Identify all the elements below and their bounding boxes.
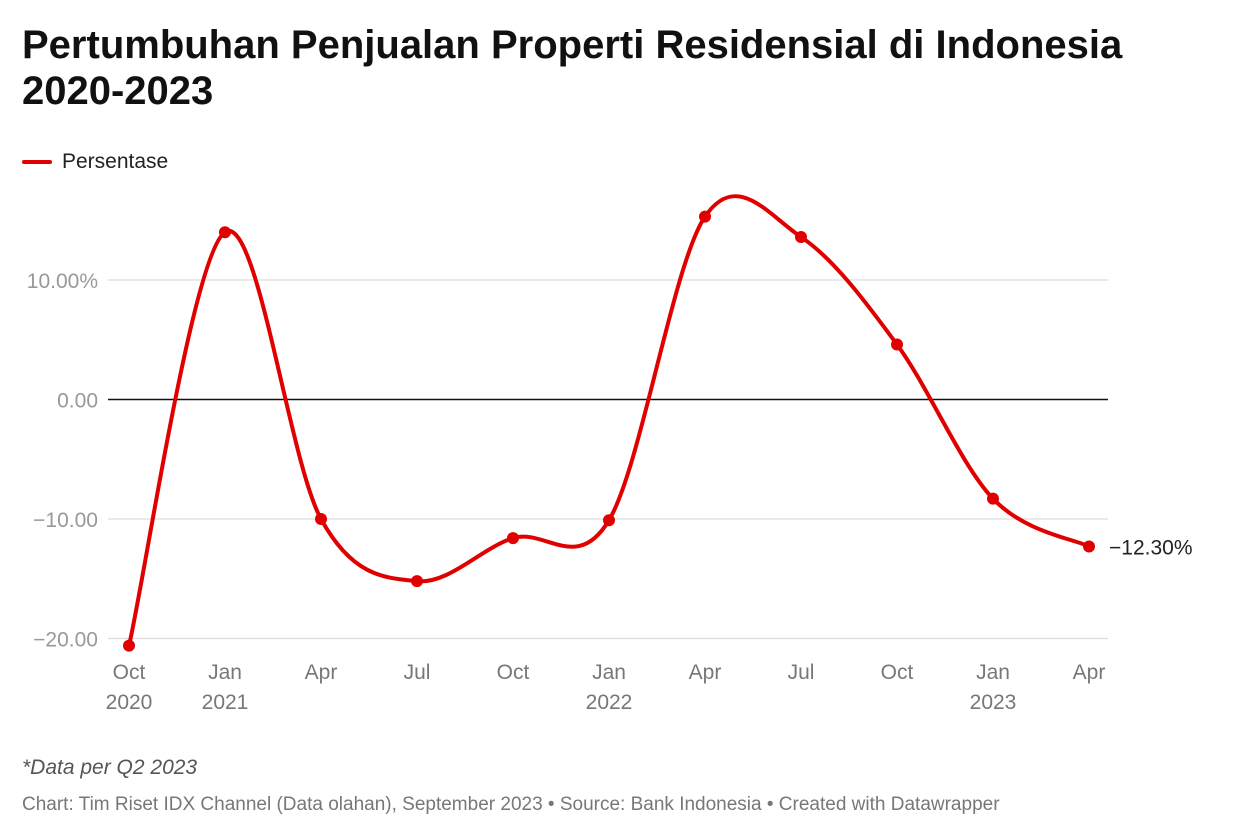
x-tick-year-label: 2021 bbox=[202, 691, 249, 714]
x-tick-label: Jan bbox=[976, 661, 1010, 684]
x-tick-year-label: 2022 bbox=[586, 691, 633, 714]
x-tick-label: Jan bbox=[592, 661, 626, 684]
x-tick-year-label: 2020 bbox=[106, 691, 153, 714]
data-point bbox=[603, 514, 615, 527]
line-chart: 10.00% 0.00 −10.00 −20.00 Oct 2020 Jan 2021 Apr… bbox=[27, 194, 1193, 714]
data-point bbox=[1083, 540, 1095, 553]
legend-label: Persentase bbox=[62, 150, 169, 173]
x-tick-label: Oct bbox=[113, 661, 146, 684]
series-line-persentase bbox=[127, 194, 1091, 648]
data-point bbox=[123, 639, 135, 652]
legend-swatch bbox=[22, 160, 52, 164]
end-value-label: −12.30% bbox=[1109, 536, 1193, 559]
y-tick-label: −10.00 bbox=[33, 509, 98, 532]
data-point bbox=[315, 513, 327, 525]
chart-footer: Chart: Tim Riset IDX Channel (Data olaha… bbox=[22, 794, 1000, 815]
legend: Persentase bbox=[22, 148, 168, 176]
y-tick-label: 0.00 bbox=[57, 390, 98, 413]
data-note: *Data per Q2 2023 bbox=[22, 756, 198, 779]
data-point bbox=[987, 492, 999, 505]
data-point bbox=[411, 575, 423, 588]
x-axis-ticks: Oct 2020 Jan 2021 Apr Jul Oct Jan 2022 Apr Jul Oct J… bbox=[106, 661, 1106, 714]
x-tick-label: Jul bbox=[788, 661, 815, 684]
data-point bbox=[699, 210, 711, 223]
x-tick-label: Jan bbox=[208, 661, 242, 684]
y-axis-ticks: 10.00% 0.00 −10.00 −20.00 bbox=[27, 270, 98, 652]
data-point bbox=[507, 532, 519, 545]
y-tick-label: −20.00 bbox=[33, 629, 98, 652]
x-tick-label: Apr bbox=[1073, 661, 1106, 684]
data-point bbox=[891, 338, 903, 351]
x-tick-label: Apr bbox=[689, 661, 722, 684]
data-point bbox=[795, 230, 807, 243]
x-tick-label: Oct bbox=[881, 661, 914, 684]
grid-lines bbox=[108, 279, 1108, 640]
x-tick-label: Jul bbox=[404, 661, 431, 684]
chart-title: Pertumbuhan Penjualan Properti Residensi… bbox=[22, 23, 1123, 113]
data-point bbox=[219, 226, 231, 239]
x-tick-label: Oct bbox=[497, 661, 530, 684]
data-points bbox=[123, 210, 1095, 652]
x-tick-label: Apr bbox=[305, 661, 338, 684]
x-tick-year-label: 2023 bbox=[970, 691, 1017, 714]
y-tick-label: 10.00% bbox=[27, 270, 98, 293]
